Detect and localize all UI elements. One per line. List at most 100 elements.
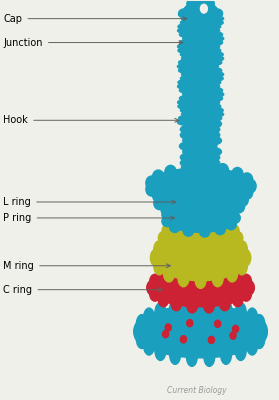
Text: M ring: M ring (3, 261, 170, 271)
Ellipse shape (179, 170, 194, 178)
Ellipse shape (182, 112, 198, 117)
Ellipse shape (205, 60, 222, 65)
Ellipse shape (203, 84, 220, 89)
Ellipse shape (244, 280, 254, 295)
Ellipse shape (177, 28, 194, 34)
Ellipse shape (182, 2, 219, 26)
Bar (191, 170, 211, 332)
Ellipse shape (158, 232, 169, 244)
Ellipse shape (186, 297, 197, 316)
Ellipse shape (162, 216, 172, 227)
Ellipse shape (203, 100, 220, 105)
Ellipse shape (241, 287, 251, 301)
Ellipse shape (204, 298, 214, 313)
Ellipse shape (206, 76, 223, 81)
Ellipse shape (207, 112, 223, 117)
Ellipse shape (221, 299, 232, 318)
Ellipse shape (236, 241, 247, 258)
Ellipse shape (183, 92, 199, 97)
Ellipse shape (205, 125, 220, 134)
Ellipse shape (148, 268, 253, 307)
Ellipse shape (144, 335, 155, 355)
Ellipse shape (217, 164, 229, 177)
Ellipse shape (170, 204, 180, 214)
Ellipse shape (177, 84, 194, 89)
Ellipse shape (158, 269, 169, 283)
Ellipse shape (212, 270, 223, 287)
Ellipse shape (232, 232, 243, 244)
Ellipse shape (212, 9, 223, 18)
Ellipse shape (232, 292, 243, 307)
Ellipse shape (181, 196, 193, 210)
Ellipse shape (177, 100, 194, 105)
Ellipse shape (153, 188, 164, 202)
Ellipse shape (179, 88, 196, 93)
Ellipse shape (226, 206, 236, 217)
Ellipse shape (179, 12, 195, 18)
Ellipse shape (204, 104, 221, 109)
Ellipse shape (178, 270, 189, 287)
Ellipse shape (180, 125, 196, 134)
Ellipse shape (183, 120, 198, 128)
Ellipse shape (179, 68, 195, 73)
Ellipse shape (160, 221, 241, 255)
Ellipse shape (146, 182, 157, 196)
Ellipse shape (203, 44, 220, 50)
Ellipse shape (218, 244, 229, 257)
Ellipse shape (203, 0, 214, 8)
Ellipse shape (172, 219, 183, 232)
Ellipse shape (199, 162, 211, 176)
Ellipse shape (229, 225, 239, 237)
Ellipse shape (181, 162, 193, 176)
Ellipse shape (232, 191, 243, 205)
Ellipse shape (162, 225, 172, 237)
Ellipse shape (199, 226, 210, 237)
Ellipse shape (187, 19, 198, 28)
Ellipse shape (245, 179, 256, 193)
Text: Current Biology: Current Biology (167, 386, 227, 394)
Ellipse shape (171, 296, 182, 311)
Ellipse shape (195, 227, 206, 244)
Ellipse shape (181, 20, 197, 26)
Ellipse shape (208, 336, 215, 344)
Ellipse shape (191, 210, 202, 222)
Ellipse shape (179, 115, 195, 121)
Ellipse shape (220, 265, 230, 279)
Ellipse shape (172, 244, 183, 257)
Ellipse shape (163, 234, 174, 251)
Ellipse shape (134, 305, 267, 358)
Ellipse shape (207, 36, 224, 42)
Ellipse shape (235, 303, 246, 322)
Ellipse shape (204, 48, 221, 54)
Ellipse shape (170, 345, 181, 364)
Ellipse shape (161, 203, 172, 216)
Ellipse shape (162, 238, 172, 251)
Ellipse shape (179, 40, 196, 46)
Ellipse shape (241, 173, 253, 186)
Ellipse shape (187, 298, 198, 313)
Ellipse shape (232, 325, 239, 332)
Ellipse shape (207, 92, 224, 97)
Ellipse shape (223, 206, 234, 218)
Ellipse shape (183, 200, 194, 210)
Ellipse shape (179, 60, 195, 65)
Ellipse shape (181, 336, 187, 343)
Ellipse shape (182, 56, 198, 61)
Ellipse shape (206, 108, 223, 113)
Ellipse shape (183, 36, 199, 42)
Ellipse shape (223, 182, 234, 194)
Ellipse shape (237, 194, 248, 206)
Bar (186, 238, 215, 258)
Ellipse shape (178, 48, 194, 54)
Ellipse shape (215, 320, 221, 327)
Ellipse shape (154, 190, 165, 203)
Ellipse shape (205, 115, 222, 121)
Ellipse shape (212, 229, 223, 246)
Ellipse shape (134, 322, 145, 342)
Ellipse shape (206, 32, 223, 38)
Ellipse shape (202, 119, 218, 125)
Ellipse shape (226, 219, 236, 230)
Ellipse shape (136, 329, 147, 348)
Ellipse shape (170, 222, 180, 232)
Ellipse shape (227, 234, 238, 251)
